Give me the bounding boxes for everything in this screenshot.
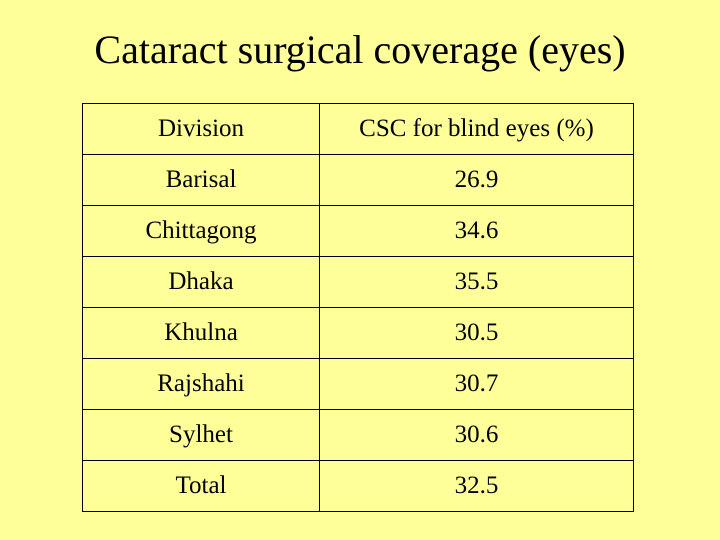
division-cell: Barisal: [82, 154, 320, 206]
table-row: Rajshahi 30.7: [82, 358, 634, 410]
table-header-row: Division CSC for blind eyes (%): [82, 103, 634, 155]
table-row: Sylhet 30.6: [82, 409, 634, 461]
csc-value-cell: 30.7: [319, 358, 634, 410]
table-row: Barisal 26.9: [82, 154, 634, 206]
slide-title: Cataract surgical coverage (eyes): [94, 27, 626, 72]
division-cell: Sylhet: [82, 409, 320, 461]
division-cell: Chittagong: [82, 205, 320, 257]
csc-value-cell: 26.9: [319, 154, 634, 206]
table-row: Khulna 30.5: [82, 307, 634, 359]
coverage-table: Division CSC for blind eyes (%) Barisal …: [82, 103, 634, 512]
csc-value-cell: 35.5: [319, 256, 634, 308]
division-cell: Rajshahi: [82, 358, 320, 410]
header-division: Division: [82, 103, 320, 155]
csc-value-cell: 30.5: [319, 307, 634, 359]
table-row: Chittagong 34.6: [82, 205, 634, 257]
csc-value-cell: 32.5: [319, 460, 634, 512]
csc-value-cell: 30.6: [319, 409, 634, 461]
table-row-total: Total 32.5: [82, 460, 634, 512]
header-csc-blind-eyes: CSC for blind eyes (%): [319, 103, 634, 155]
division-cell: Khulna: [82, 307, 320, 359]
csc-value-cell: 34.6: [319, 205, 634, 257]
division-cell: Total: [82, 460, 320, 512]
table-row: Dhaka 35.5: [82, 256, 634, 308]
division-cell: Dhaka: [82, 256, 320, 308]
